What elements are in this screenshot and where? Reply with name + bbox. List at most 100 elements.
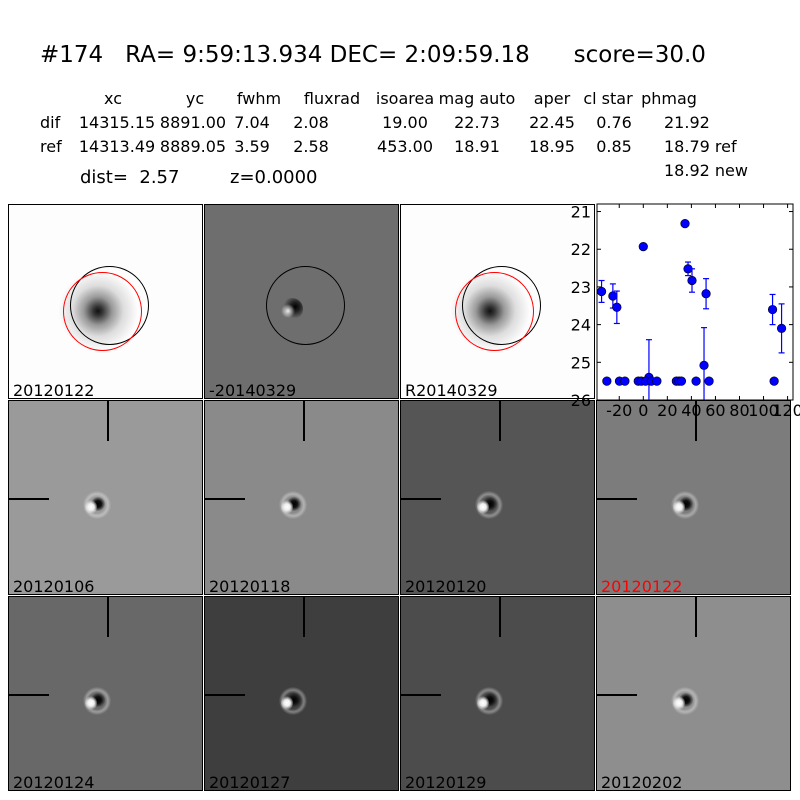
red-circle <box>455 272 534 351</box>
y-tick-label: 22 <box>571 240 591 259</box>
data-point <box>691 376 701 386</box>
source-bright <box>85 696 97 710</box>
data-point <box>776 323 787 333</box>
table-cell: 14315.15 <box>78 113 156 132</box>
stamp-date-label: 20120124 <box>13 773 95 791</box>
y-tick-label: 26 <box>571 391 591 410</box>
crosshair-horizontal <box>205 498 245 500</box>
source-bright <box>281 696 293 710</box>
table-cell: 7.04 <box>234 113 270 132</box>
stamp-date-label: 20120129 <box>405 773 487 791</box>
table-cell: 19.00 <box>382 113 428 132</box>
table-cell: 21.92 <box>664 113 710 132</box>
table-cell: 453.00 <box>377 137 433 156</box>
table-cell: 22.45 <box>529 113 575 132</box>
x-tick-label: 80 <box>729 401 749 420</box>
column-header: cl star <box>583 89 633 108</box>
crosshair-horizontal <box>205 694 245 696</box>
plot-frame <box>596 203 794 401</box>
crosshair-horizontal <box>597 498 637 500</box>
image-stamp: -20140329 <box>204 204 399 399</box>
source-bright <box>281 500 293 514</box>
table-cell: 0.76 <box>596 113 632 132</box>
image-stamp: 20120202 <box>596 596 791 791</box>
stamp-date-label: 20120127 <box>209 773 291 791</box>
stamp-date-label: 20120202 <box>601 773 683 791</box>
dist-value: dist= 2.57 <box>80 167 180 188</box>
x-tick-label: 20 <box>657 401 677 420</box>
image-stamp: 20120118 <box>204 400 399 595</box>
x-tick-label: 0 <box>638 401 648 420</box>
crosshair-vertical <box>695 597 697 637</box>
data-point <box>620 376 630 386</box>
crosshair-vertical <box>499 597 501 637</box>
y-tick-label: 25 <box>571 353 591 372</box>
x-tick-label: -20 <box>606 401 632 420</box>
stamp-date-label: 20120120 <box>405 577 487 595</box>
red-circle <box>63 272 142 351</box>
column-header: fluxrad <box>303 89 361 108</box>
column-header: yc <box>185 89 205 108</box>
data-point <box>687 275 697 286</box>
data-point <box>699 360 709 370</box>
crosshair-horizontal <box>9 498 49 500</box>
stamp-date-label: R20140329 <box>405 381 498 399</box>
data-point <box>701 289 711 299</box>
crosshair-vertical <box>303 401 305 441</box>
table-cell: 2.58 <box>293 137 329 156</box>
crosshair-vertical <box>499 401 501 441</box>
crosshair-horizontal <box>401 694 441 696</box>
column-header: phmag <box>641 89 697 108</box>
data-point <box>769 376 779 386</box>
image-stamp: 20120120 <box>400 400 595 595</box>
stamp-date-label: -20140329 <box>209 381 297 399</box>
table-cell: 3.59 <box>234 137 270 156</box>
x-tick-label: 40 <box>681 401 701 420</box>
data-point <box>767 304 778 315</box>
image-stamp: 20120122 <box>596 400 791 595</box>
table-cell: 18.95 <box>529 137 575 156</box>
image-stamp: 20120127 <box>204 596 399 791</box>
table-cell: 18.79 ref <box>664 137 737 156</box>
data-point <box>704 376 714 386</box>
stamp-date-label: 20120122 <box>601 577 683 595</box>
source-bright <box>477 500 489 514</box>
data-point <box>596 286 607 297</box>
column-header: mag auto <box>438 89 516 108</box>
table-cell: 2.08 <box>293 113 329 132</box>
source-bright <box>477 696 489 710</box>
crosshair-vertical <box>695 401 697 441</box>
column-header: isoarea <box>375 89 435 108</box>
image-stamp: 20120122 <box>8 204 203 399</box>
y-tick-label: 23 <box>571 278 591 297</box>
data-point <box>602 376 612 386</box>
data-point <box>612 302 622 312</box>
source-bright <box>85 500 97 514</box>
redshift-value: z=0.0000 <box>230 167 318 188</box>
x-tick-label: 100 <box>748 401 779 420</box>
table-cell: 18.91 <box>454 137 500 156</box>
y-tick-label: 21 <box>571 203 591 222</box>
data-point <box>652 376 662 386</box>
black-circle <box>266 266 345 345</box>
source-bright <box>673 500 685 514</box>
image-stamp: 20120129 <box>400 596 595 791</box>
table-cell: 8889.05 <box>159 137 227 156</box>
column-header: fwhm <box>236 89 282 108</box>
image-stamp: R20140329 <box>400 204 595 399</box>
data-point <box>638 241 648 252</box>
stamp-date-label: 20120118 <box>209 577 291 595</box>
candidate-title: #174 RA= 9:59:13.934 DEC= 2:09:59.18 sco… <box>40 42 706 68</box>
row-label: dif <box>40 113 61 132</box>
data-point <box>608 291 618 301</box>
crosshair-horizontal <box>401 498 441 500</box>
crosshair-horizontal <box>9 694 49 696</box>
x-tick-label: 120 <box>772 401 800 420</box>
table-cell: 0.85 <box>596 137 632 156</box>
source-bright <box>673 696 685 710</box>
new-phmag: 18.92 new <box>664 161 748 180</box>
data-point <box>680 219 690 229</box>
table-cell: 8891.00 <box>159 113 227 132</box>
crosshair-horizontal <box>597 694 637 696</box>
